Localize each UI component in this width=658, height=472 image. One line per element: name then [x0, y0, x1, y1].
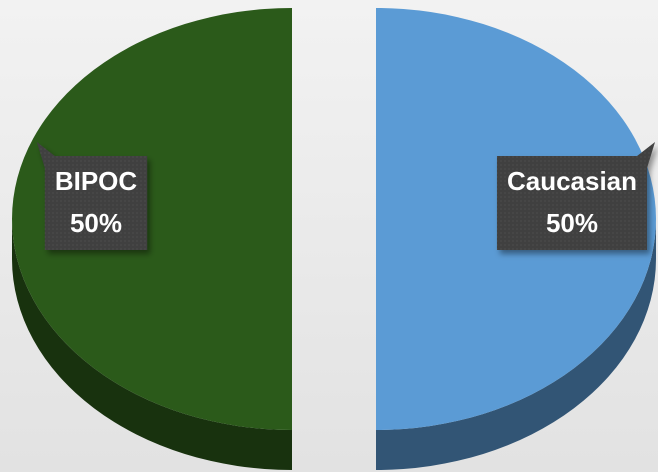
- data-label: Caucasian 50%: [496, 142, 656, 250]
- slice: [12, 8, 292, 430]
- label-box: [36, 142, 148, 250]
- category-label: BIPOC: [55, 166, 138, 196]
- value-label: 50%: [546, 208, 598, 238]
- label-box: [496, 142, 656, 250]
- data-labels: Caucasian 50% BIPOC 50%: [36, 142, 656, 250]
- slice-side: [376, 219, 656, 470]
- value-label: 50%: [70, 208, 122, 238]
- slice-side: [12, 219, 292, 470]
- category-label: Caucasian: [507, 166, 637, 196]
- data-label: BIPOC 50%: [36, 142, 148, 250]
